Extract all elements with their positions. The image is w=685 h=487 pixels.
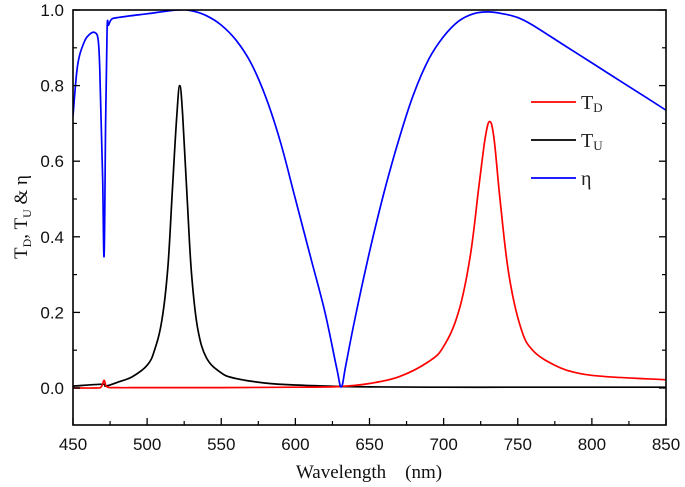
series-line-eta	[73, 10, 666, 388]
x-tick-label: 800	[578, 435, 606, 454]
x-axis-title: Wavelength (nm)	[296, 462, 442, 483]
series-layer	[73, 10, 666, 389]
x-tick-label: 650	[355, 435, 383, 454]
x-tick-label: 450	[59, 435, 87, 454]
x-tick-label: 850	[652, 435, 680, 454]
y-tick-label: 0.4	[40, 228, 64, 247]
y-tick-label: 0.6	[40, 152, 64, 171]
y-tick-label: 1.0	[40, 1, 64, 20]
x-tick-label: 600	[281, 435, 309, 454]
series-line-u	[73, 84, 666, 389]
x-tick-label: 750	[504, 435, 532, 454]
y-axis: 0.0 0.2 0.4 0.6 0.8 1.0	[40, 1, 666, 398]
legend-label: η	[581, 168, 591, 190]
x-tick-label: 500	[133, 435, 161, 454]
x-tick-label: 550	[207, 435, 235, 454]
y-tick-label: 0.8	[40, 77, 64, 96]
y-tick-label: 0.0	[40, 379, 64, 398]
series-line-d	[73, 120, 666, 389]
x-tick-label: 700	[429, 435, 457, 454]
y-axis-title: TD, TU & η	[11, 175, 34, 259]
x-axis: 450 500 550 600 650 700 750 800 850	[59, 418, 680, 454]
svg-text:TD, TU & η: TD, TU & η	[11, 175, 34, 259]
y-tick-label: 0.2	[40, 303, 64, 322]
